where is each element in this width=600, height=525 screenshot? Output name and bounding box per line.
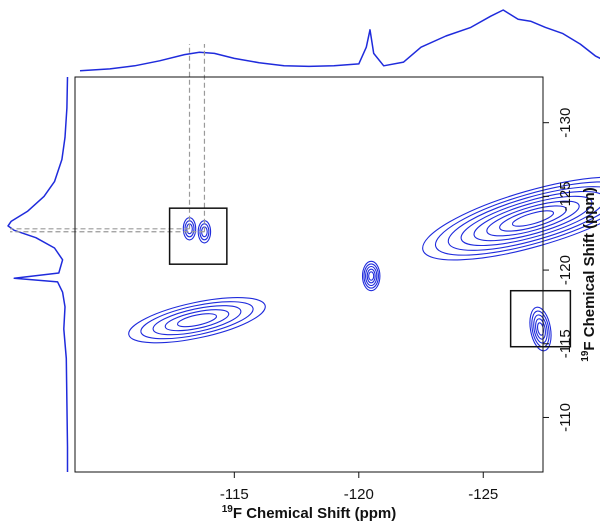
guide-lines	[10, 44, 204, 232]
y-tick-label: -110	[557, 403, 574, 432]
contour-ring	[443, 174, 600, 264]
x-axis-title: 19F Chemical Shift (ppm)	[222, 504, 396, 522]
y-tick-label: -130	[557, 108, 574, 138]
top-projection-trace	[80, 10, 600, 71]
contour-ring	[364, 264, 378, 288]
contour-ring	[176, 311, 217, 329]
left-projection	[8, 77, 68, 472]
y-axis-ticks: -130 -125 -120 -115 -110	[543, 108, 574, 432]
x-tick-label: -120	[344, 486, 374, 503]
plot-frame	[75, 77, 543, 472]
contour-ring	[164, 305, 231, 335]
y-axis-title-sup: 19	[580, 350, 591, 362]
contour-ring	[125, 288, 269, 352]
y-axis-title-text: Chemical Shift (ppm)	[581, 187, 598, 337]
top-projection	[80, 10, 600, 71]
y-axis-title: 19F Chemical Shift (ppm)	[580, 187, 598, 361]
y-tick-label: -115	[557, 329, 574, 358]
y-axis-title-nucleus: F	[581, 341, 598, 350]
left-projection-trace	[8, 77, 68, 472]
x-tick-label: -115	[220, 486, 249, 503]
y-tick-label: -120	[557, 255, 574, 285]
x-tick-label: -125	[468, 486, 498, 503]
y-tick-label: -125	[557, 181, 574, 211]
x-axis-title-sup: 19	[222, 504, 234, 515]
contour-ring	[532, 314, 550, 344]
contour-ring	[527, 305, 554, 352]
x-axis-title-text: Chemical Shift (ppm)	[246, 505, 396, 522]
contour-peaks	[125, 160, 600, 352]
x-axis-ticks: -115 -120 -125	[220, 472, 498, 503]
contour-ring	[369, 272, 374, 280]
x-axis-title-nucleus: F	[233, 505, 242, 522]
